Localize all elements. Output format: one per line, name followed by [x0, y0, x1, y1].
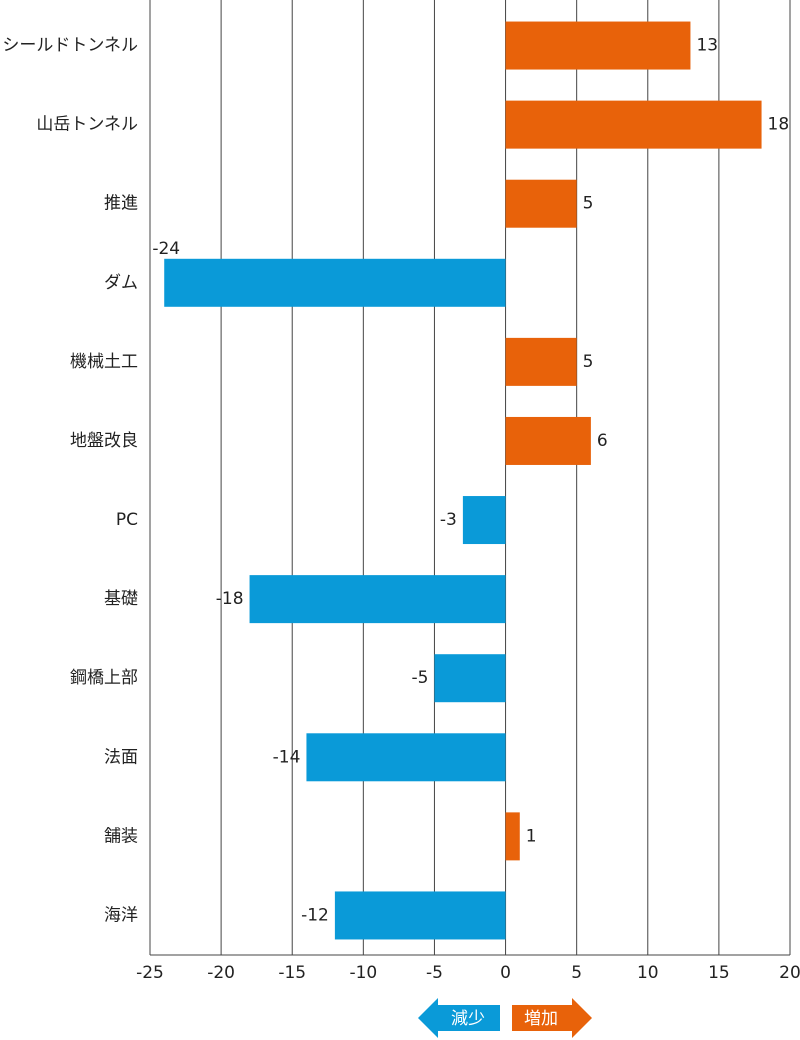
value-label: -3 — [440, 510, 457, 530]
x-tick-label: -10 — [349, 963, 377, 983]
bar — [505, 416, 591, 465]
x-tick-label: 0 — [500, 963, 511, 983]
x-tick-label: -20 — [207, 963, 235, 983]
y-tick-label: 鋼橋上部 — [70, 668, 138, 688]
y-tick-label: 基礎 — [104, 589, 138, 609]
value-label: -18 — [216, 589, 244, 609]
y-tick-label: 舗装 — [104, 826, 138, 846]
x-tick-label: -5 — [426, 963, 443, 983]
bar — [505, 100, 762, 149]
y-tick-label: 地盤改良 — [70, 431, 138, 451]
value-label: 5 — [583, 352, 594, 372]
y-tick-label: シールドトンネル — [2, 36, 138, 56]
bar — [505, 337, 577, 386]
y-tick-label: 法面 — [104, 747, 138, 767]
value-label: -12 — [301, 905, 329, 925]
bar — [164, 258, 506, 307]
value-label: 13 — [696, 36, 718, 56]
y-tick-label: 海洋 — [104, 905, 138, 925]
x-tick-label: 5 — [571, 963, 582, 983]
y-tick-label: 山岳トンネル — [36, 115, 138, 135]
x-tick-label: -25 — [136, 963, 164, 983]
value-label: -14 — [273, 747, 301, 767]
value-label: 5 — [583, 194, 594, 214]
y-tick-label: ダム — [104, 273, 138, 293]
bar — [334, 891, 506, 940]
bar — [306, 733, 506, 782]
value-label: -5 — [411, 668, 428, 688]
legend-decrease: 減少 — [451, 1009, 485, 1029]
bar — [505, 179, 577, 228]
y-tick-label: 推進 — [104, 194, 138, 214]
x-tick-label: -15 — [278, 963, 306, 983]
y-tick-label: PC — [116, 510, 138, 530]
legend-arrow-increase — [512, 998, 592, 1038]
legend-arrow-decrease — [418, 998, 500, 1038]
value-label: 18 — [768, 115, 790, 135]
value-label: 6 — [597, 431, 608, 451]
legend-increase: 増加 — [524, 1009, 558, 1029]
y-tick-label: 機械土工 — [70, 352, 138, 372]
x-tick-label: 10 — [637, 963, 659, 983]
bar — [462, 496, 506, 545]
value-label: 1 — [526, 826, 537, 846]
bar — [249, 575, 506, 624]
bar — [434, 654, 506, 703]
bar — [505, 812, 520, 861]
x-tick-label: 15 — [708, 963, 730, 983]
x-tick-label: 20 — [779, 963, 800, 983]
value-label: -24 — [152, 239, 180, 259]
bar — [505, 21, 691, 70]
